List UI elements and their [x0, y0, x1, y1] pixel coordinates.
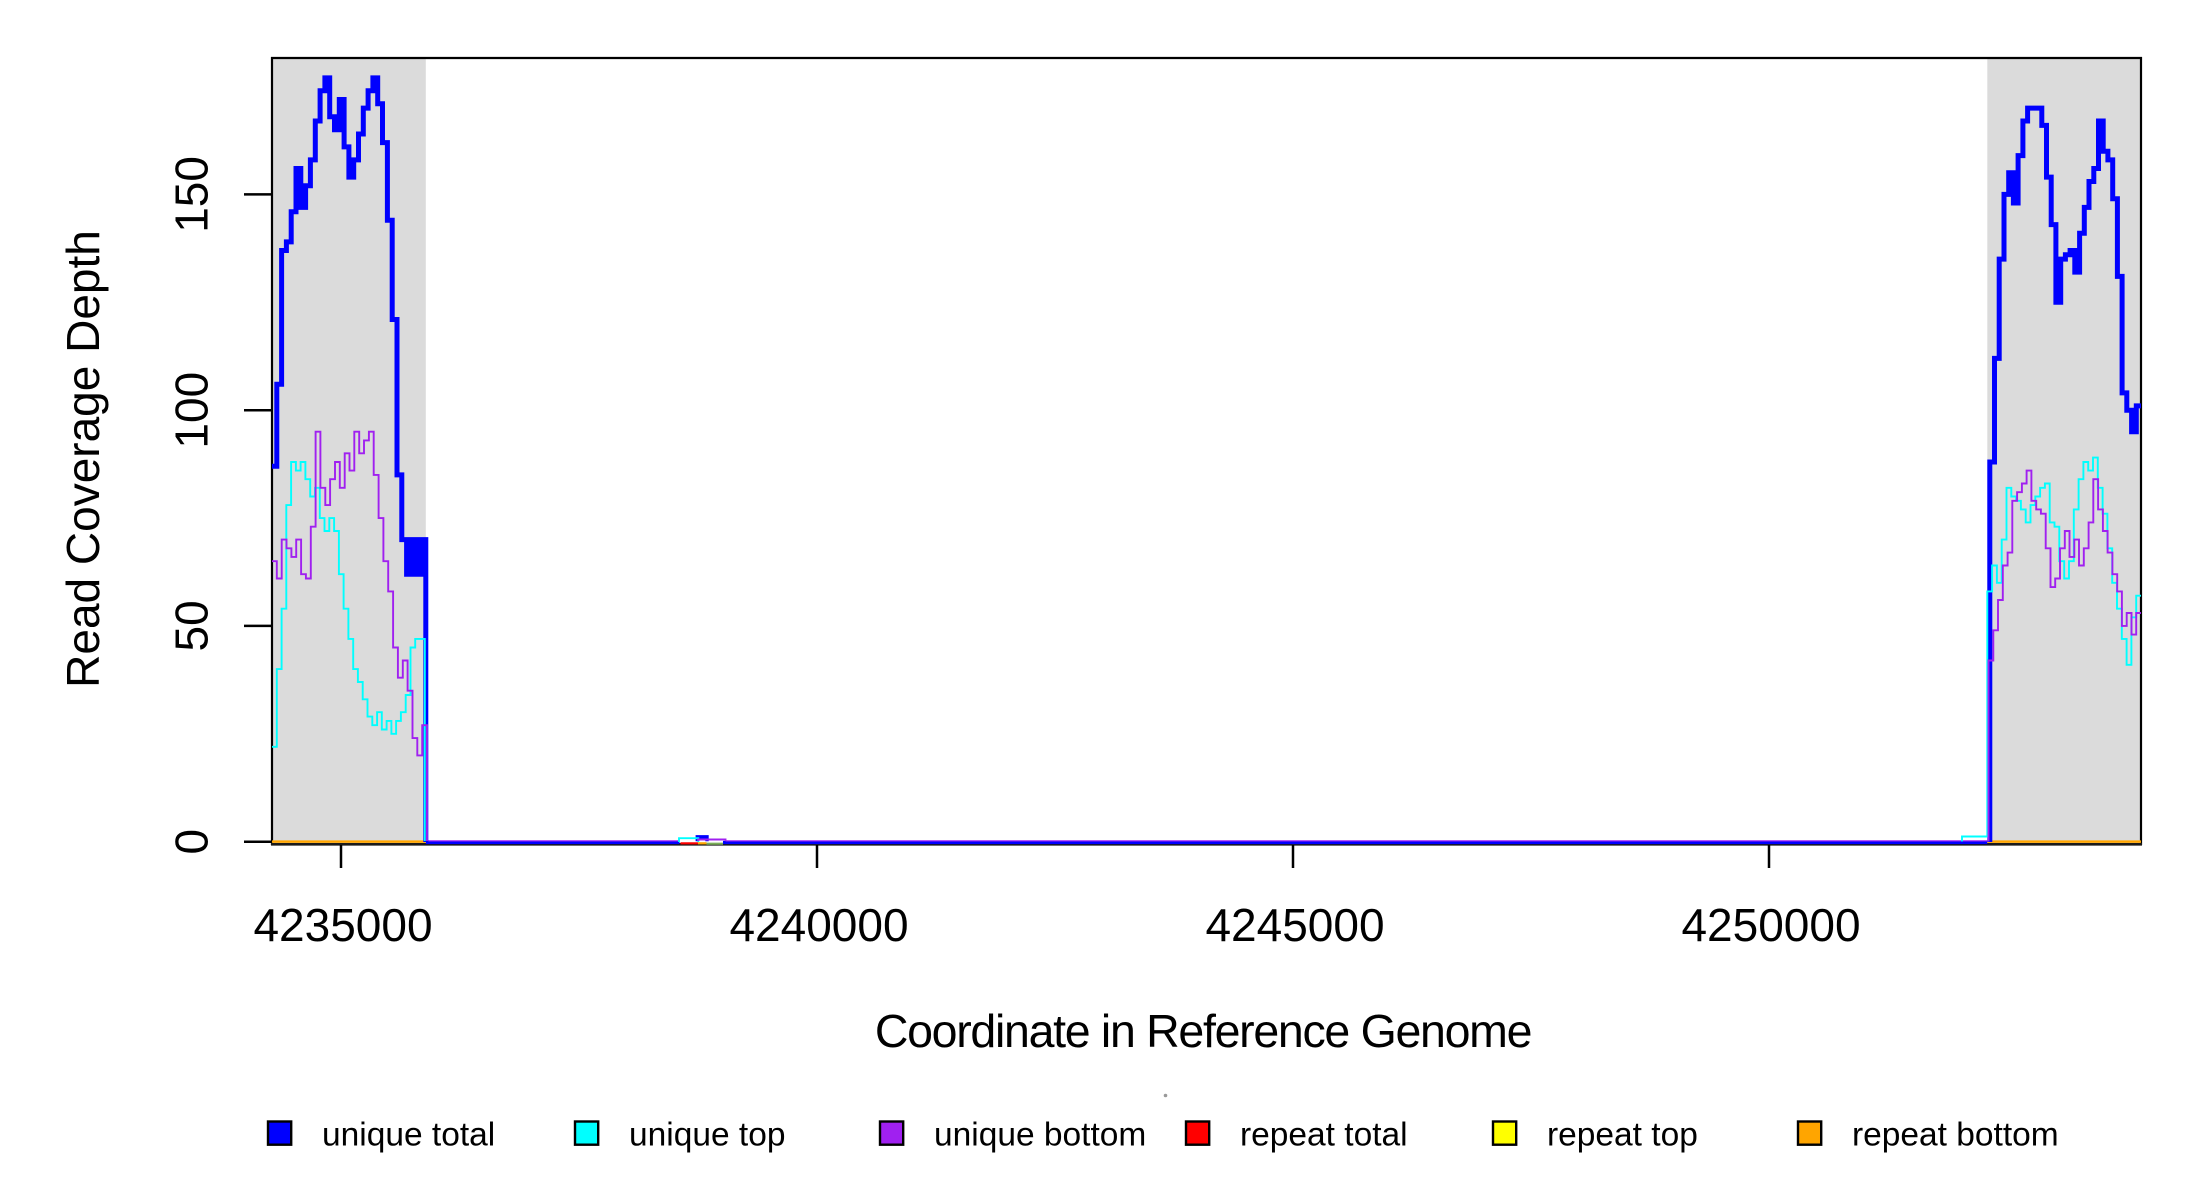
svg-text:50: 50	[166, 600, 218, 651]
svg-text:Coordinate in Reference Genome: Coordinate in Reference Genome	[875, 1005, 1531, 1057]
svg-text:Read Coverage Depth: Read Coverage Depth	[57, 230, 109, 688]
svg-text:4240000: 4240000	[729, 899, 908, 951]
svg-text:4245000: 4245000	[1205, 899, 1384, 951]
svg-text:repeat total: repeat total	[1240, 1117, 1408, 1154]
svg-text:repeat top: repeat top	[1547, 1117, 1698, 1154]
svg-text:4250000: 4250000	[1681, 899, 1860, 951]
svg-text:repeat bottom: repeat bottom	[1852, 1117, 2059, 1154]
svg-text:unique total: unique total	[322, 1117, 495, 1154]
svg-text:100: 100	[166, 372, 218, 449]
svg-text:0: 0	[166, 829, 218, 855]
svg-text:150: 150	[166, 156, 218, 233]
svg-text:unique top: unique top	[629, 1117, 785, 1154]
svg-text:4235000: 4235000	[253, 899, 432, 951]
svg-text:unique bottom: unique bottom	[934, 1117, 1146, 1154]
